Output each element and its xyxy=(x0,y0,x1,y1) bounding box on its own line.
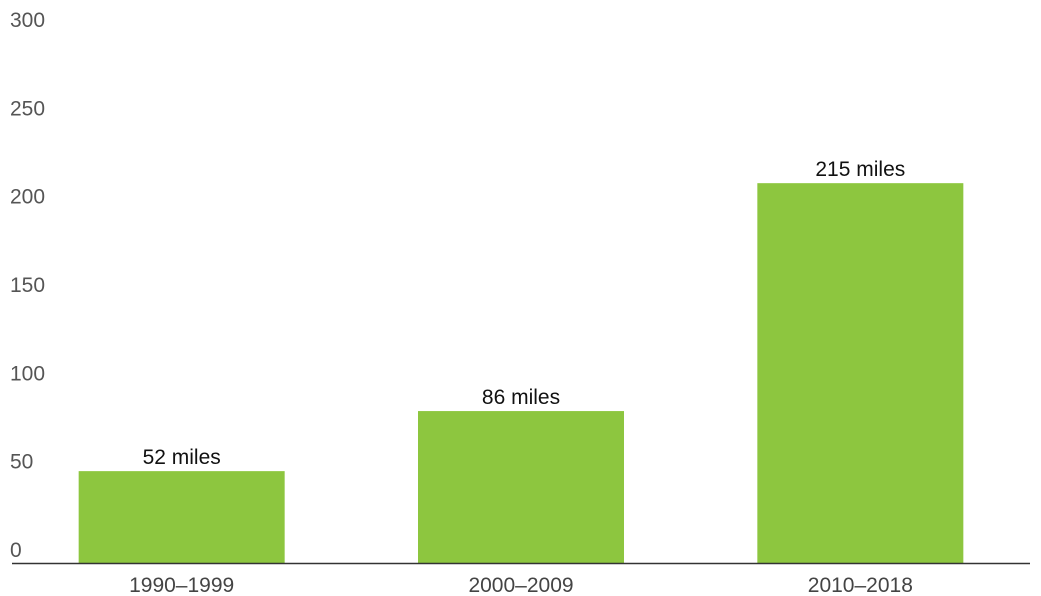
x-category-label: 1990–1999 xyxy=(129,574,234,596)
bars xyxy=(78,183,964,563)
y-tick-label: 50 xyxy=(10,451,33,474)
y-tick-label: 250 xyxy=(10,97,45,120)
y-tick-label: 300 xyxy=(10,9,45,32)
y-tick-label: 150 xyxy=(10,274,45,297)
x-category-label: 2010–2018 xyxy=(808,574,913,596)
bar-value-label: 215 miles xyxy=(815,158,905,181)
category-labels: 1990–1999 2000–2009 2010–2018 xyxy=(129,574,913,596)
bar-value-label: 52 miles xyxy=(143,446,221,469)
bar-value-label: 86 miles xyxy=(482,386,560,409)
bar xyxy=(757,183,964,563)
bar xyxy=(418,411,624,563)
data-labels: 52 miles 86 miles 215 miles xyxy=(143,158,906,469)
y-tick-label: 200 xyxy=(10,186,45,209)
bar xyxy=(78,471,285,563)
x-category-label: 2000–2009 xyxy=(468,574,573,596)
y-tick-label: 0 xyxy=(10,539,22,562)
y-axis-ticks: 0 50 100 150 200 250 300 xyxy=(10,9,45,562)
y-tick-label: 100 xyxy=(10,362,45,385)
